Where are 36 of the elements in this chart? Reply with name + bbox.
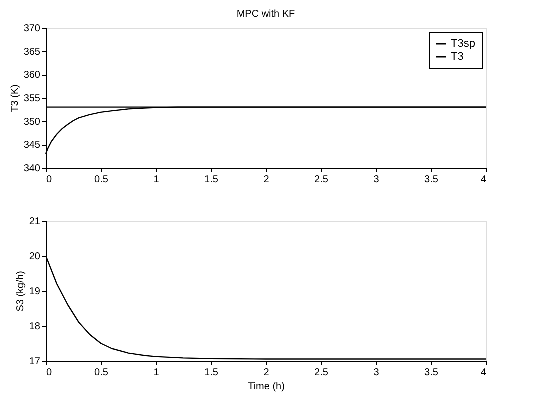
x-tick-label: 2.5 (314, 174, 329, 186)
x-tick-label: 1.5 (204, 174, 219, 186)
legend-label: T3sp (451, 38, 476, 50)
y-tick-label: 19 (29, 286, 41, 298)
y-tick-label: 20 (29, 252, 41, 262)
x-tick-label: 2 (264, 368, 270, 378)
y-tick-label: 18 (29, 322, 41, 332)
y-tick-label: 360 (24, 70, 41, 82)
x-tick-label: 3.5 (424, 174, 439, 186)
x-tick-label: 1.5 (204, 368, 219, 378)
y-tick-label: 17 (29, 356, 41, 368)
y-tick-label: 365 (24, 46, 41, 58)
x-tick-label: 4 (480, 368, 487, 378)
x-tick-label: 0 (46, 368, 52, 378)
x-tick-label: 1 (154, 368, 160, 378)
x-axis-title: Time (h) (248, 382, 285, 392)
y-tick-label: 340 (24, 164, 41, 174)
x-tick-label: 1 (154, 174, 160, 186)
y-tick-label: 355 (24, 94, 41, 104)
legend-label: T3 (451, 51, 464, 63)
x-tick-label: 3 (374, 174, 380, 186)
x-tick-label: 2 (264, 174, 270, 186)
x-tick-label: 2.5 (314, 368, 329, 378)
x-tick-label: 0 (46, 174, 52, 186)
x-tick-label: 3 (374, 368, 380, 378)
x-tick-label: 4 (480, 174, 487, 186)
y-tick-label: 350 (24, 116, 41, 128)
x-tick-label: 0.5 (94, 368, 109, 378)
y-tick-label: 21 (29, 216, 41, 228)
y-tick-label: 370 (24, 24, 41, 34)
x-tick-label: 3.5 (424, 368, 439, 378)
y-tick-label: 345 (24, 140, 41, 152)
y-axis-title: S3 (kg/h) (15, 271, 26, 312)
x-tick-label: 0.5 (94, 174, 109, 186)
y-axis-title: T3 (K) (10, 84, 21, 112)
chart-title: MPC with KF (236, 9, 296, 20)
